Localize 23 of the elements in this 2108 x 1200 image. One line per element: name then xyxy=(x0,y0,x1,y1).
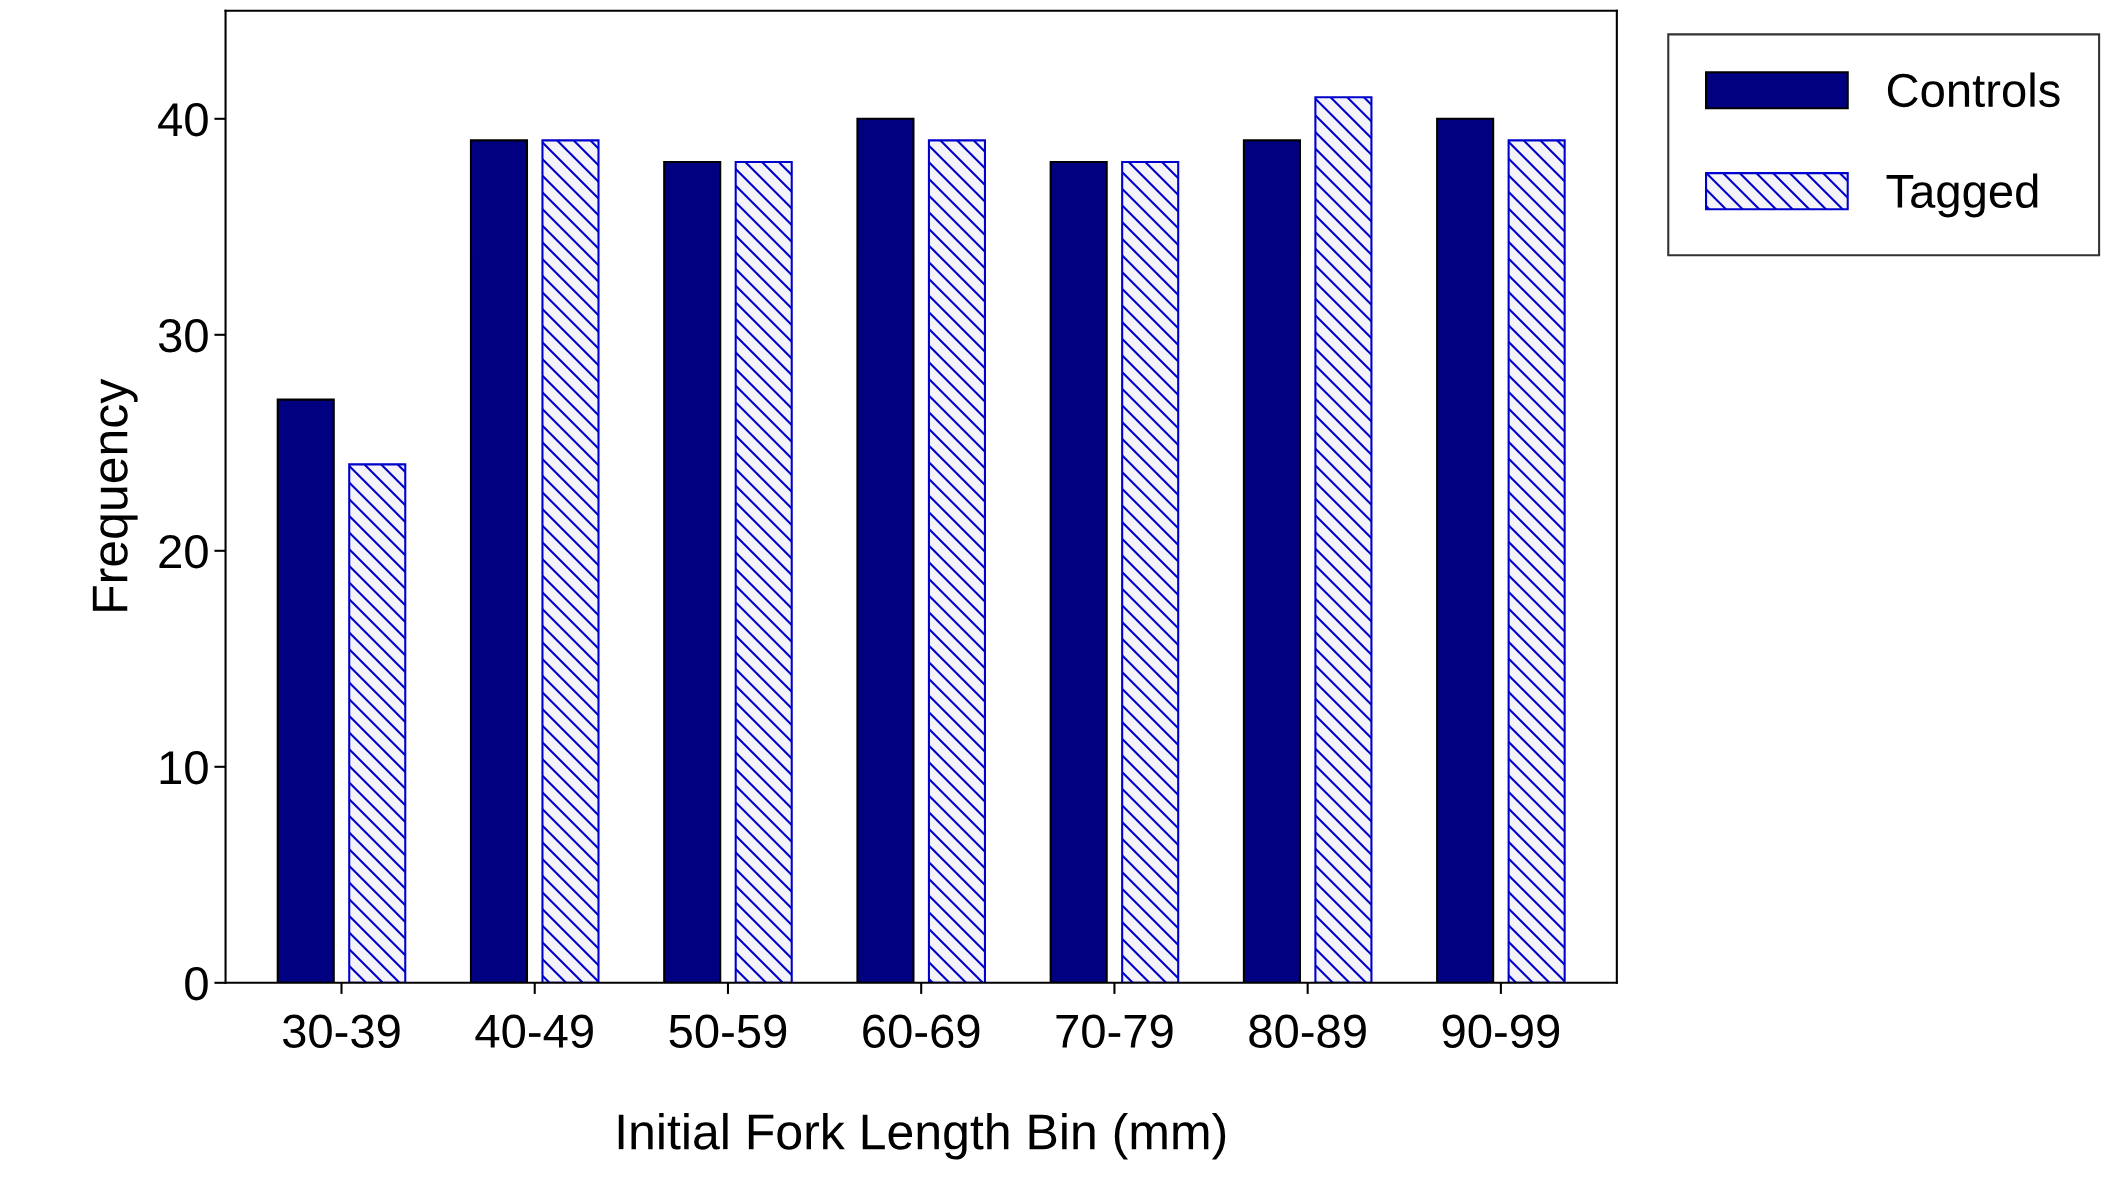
x-tick-label: 60-69 xyxy=(863,1014,980,1049)
bar xyxy=(734,160,793,983)
y-axis-title: Frequency xyxy=(92,378,138,611)
legend-label: Controls xyxy=(1887,72,2060,108)
x-tick-label: 30-39 xyxy=(282,1014,400,1049)
x-axis-title: Initial Fork Length Bin (mm) xyxy=(618,1112,1226,1160)
bar xyxy=(1121,160,1180,983)
bar xyxy=(541,139,600,983)
bar xyxy=(1314,96,1373,983)
x-tick-label: 90-99 xyxy=(1442,1014,1560,1049)
y-tick-label: 20 xyxy=(159,534,208,569)
legend-label: Tagged xyxy=(1886,173,2038,218)
bar xyxy=(348,463,407,983)
x-tick-label: 80-89 xyxy=(1249,1014,1366,1049)
y-tick-label: 30 xyxy=(158,318,208,353)
y-tick-label: 10 xyxy=(160,750,208,785)
x-tick-label: 70-79 xyxy=(1056,1014,1173,1049)
y-tick-label: 40 xyxy=(158,102,208,137)
x-tick-label: 40-49 xyxy=(475,1014,593,1049)
y-tick-label: 0 xyxy=(185,966,208,1001)
bar xyxy=(927,139,986,983)
x-tick-label: 50-59 xyxy=(669,1014,787,1049)
bar xyxy=(1507,139,1566,983)
